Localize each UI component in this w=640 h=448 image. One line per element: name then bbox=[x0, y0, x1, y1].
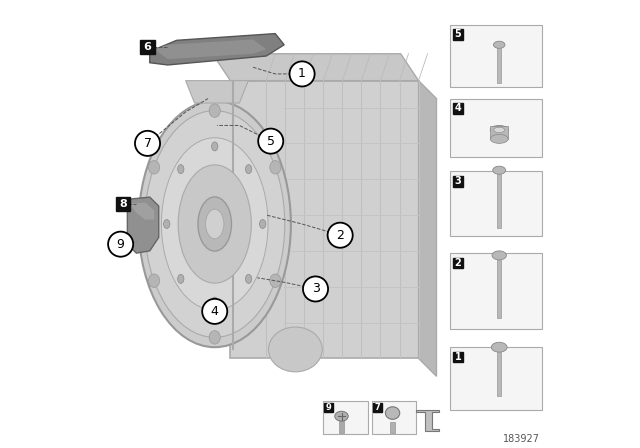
Ellipse shape bbox=[209, 331, 220, 344]
FancyBboxPatch shape bbox=[450, 99, 541, 157]
Polygon shape bbox=[154, 39, 266, 59]
Text: 4: 4 bbox=[211, 305, 219, 318]
Polygon shape bbox=[417, 410, 439, 431]
Text: 183927: 183927 bbox=[502, 434, 540, 444]
Bar bbox=[490, 126, 508, 139]
Polygon shape bbox=[212, 54, 419, 81]
Ellipse shape bbox=[161, 138, 268, 310]
Bar bbox=[390, 422, 395, 433]
Polygon shape bbox=[186, 81, 248, 103]
FancyBboxPatch shape bbox=[450, 253, 541, 329]
Text: 7: 7 bbox=[143, 137, 152, 150]
Bar bbox=[497, 174, 501, 228]
Polygon shape bbox=[419, 81, 436, 376]
Text: 7: 7 bbox=[374, 403, 380, 412]
Circle shape bbox=[303, 276, 328, 302]
Text: 4: 4 bbox=[454, 103, 461, 113]
Text: 8: 8 bbox=[119, 199, 127, 209]
Ellipse shape bbox=[178, 275, 184, 284]
Ellipse shape bbox=[492, 251, 506, 260]
Ellipse shape bbox=[148, 274, 159, 288]
Bar bbox=[497, 260, 501, 318]
Text: 9: 9 bbox=[116, 237, 125, 251]
FancyBboxPatch shape bbox=[140, 40, 155, 54]
Text: 6: 6 bbox=[143, 42, 152, 52]
Ellipse shape bbox=[493, 166, 506, 174]
Text: 5: 5 bbox=[454, 30, 461, 39]
Ellipse shape bbox=[212, 142, 218, 151]
Bar bbox=[497, 352, 501, 396]
Ellipse shape bbox=[178, 164, 184, 173]
Ellipse shape bbox=[246, 164, 252, 173]
Ellipse shape bbox=[209, 104, 220, 117]
FancyBboxPatch shape bbox=[450, 347, 541, 410]
Circle shape bbox=[328, 223, 353, 248]
Ellipse shape bbox=[335, 411, 348, 421]
FancyBboxPatch shape bbox=[373, 403, 382, 412]
Text: 3: 3 bbox=[312, 282, 319, 296]
Ellipse shape bbox=[178, 165, 252, 283]
Polygon shape bbox=[150, 34, 284, 65]
Circle shape bbox=[202, 299, 227, 324]
Ellipse shape bbox=[148, 160, 159, 174]
FancyBboxPatch shape bbox=[452, 29, 463, 40]
Ellipse shape bbox=[490, 125, 508, 134]
Circle shape bbox=[289, 61, 315, 86]
Ellipse shape bbox=[385, 407, 400, 419]
Ellipse shape bbox=[269, 327, 323, 372]
FancyBboxPatch shape bbox=[323, 401, 368, 434]
Text: 1: 1 bbox=[454, 352, 461, 362]
FancyBboxPatch shape bbox=[452, 352, 463, 362]
Ellipse shape bbox=[246, 275, 252, 284]
Polygon shape bbox=[130, 202, 154, 220]
Text: 2: 2 bbox=[336, 228, 344, 242]
Text: 5: 5 bbox=[267, 134, 275, 148]
Bar bbox=[339, 419, 344, 433]
Bar bbox=[497, 48, 501, 83]
Polygon shape bbox=[127, 197, 159, 253]
FancyBboxPatch shape bbox=[452, 258, 463, 268]
Ellipse shape bbox=[494, 127, 504, 133]
Ellipse shape bbox=[198, 197, 232, 251]
Ellipse shape bbox=[490, 134, 508, 143]
Ellipse shape bbox=[205, 209, 224, 239]
Ellipse shape bbox=[270, 274, 281, 288]
FancyBboxPatch shape bbox=[324, 403, 333, 412]
Polygon shape bbox=[230, 81, 419, 358]
Ellipse shape bbox=[164, 220, 170, 228]
Ellipse shape bbox=[145, 111, 285, 337]
Ellipse shape bbox=[493, 41, 505, 48]
FancyBboxPatch shape bbox=[450, 25, 541, 87]
FancyBboxPatch shape bbox=[452, 103, 463, 114]
Text: 9: 9 bbox=[326, 403, 332, 412]
Ellipse shape bbox=[139, 101, 291, 347]
Text: 2: 2 bbox=[454, 258, 461, 268]
FancyBboxPatch shape bbox=[116, 197, 130, 211]
Circle shape bbox=[135, 131, 160, 156]
FancyBboxPatch shape bbox=[371, 401, 417, 434]
Text: 1: 1 bbox=[298, 67, 306, 81]
Ellipse shape bbox=[212, 297, 218, 306]
Ellipse shape bbox=[270, 160, 281, 174]
FancyBboxPatch shape bbox=[450, 171, 541, 237]
Ellipse shape bbox=[492, 342, 507, 352]
Circle shape bbox=[108, 232, 133, 257]
Circle shape bbox=[258, 129, 284, 154]
FancyBboxPatch shape bbox=[452, 176, 463, 186]
Ellipse shape bbox=[260, 220, 266, 228]
Text: 3: 3 bbox=[454, 176, 461, 186]
